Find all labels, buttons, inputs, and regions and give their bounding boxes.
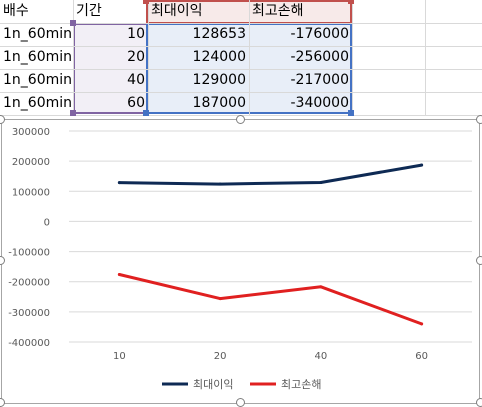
cell-max-profit[interactable]: 129000: [192, 72, 246, 88]
range-resize-handle[interactable]: [348, 110, 354, 116]
column-divider: [148, 0, 149, 116]
data-point: [420, 322, 424, 326]
cell-multiplier[interactable]: 1n_60min: [3, 72, 72, 88]
table-row: 1n_60min 10 128653 -176000: [0, 23, 482, 47]
y-tick-label: 300000: [12, 127, 50, 138]
y-tick-label: 0: [44, 217, 50, 228]
series-line-2: [117, 273, 424, 326]
cell-header-max-profit[interactable]: 최대이익: [151, 3, 203, 19]
cell-max-loss[interactable]: -176000: [290, 26, 350, 42]
chart-resize-handle[interactable]: [476, 115, 482, 124]
cell-period[interactable]: 40: [127, 72, 145, 88]
data-point: [319, 181, 323, 185]
x-tick-label: 60: [415, 351, 428, 362]
range-resize-handle[interactable]: [70, 110, 76, 116]
chart-resize-handle[interactable]: [0, 115, 5, 124]
range-resize-handle[interactable]: [143, 110, 149, 116]
x-tick-label: 40: [315, 351, 328, 362]
y-tick-label: -200000: [8, 278, 50, 289]
chart-resize-handle[interactable]: [0, 256, 5, 265]
y-tick-label: -300000: [8, 308, 50, 319]
cell-max-loss[interactable]: -256000: [290, 49, 350, 65]
cell-multiplier[interactable]: 1n_60min: [3, 26, 72, 42]
cell-max-profit[interactable]: 124000: [192, 49, 246, 65]
cell-multiplier[interactable]: 1n_60min: [3, 95, 72, 111]
chart-resize-handle[interactable]: [476, 398, 482, 407]
series-line-1: [117, 163, 424, 186]
chart-plot-svg: 300000 200000 100000 0 -100000 -200000 -300000…: [8, 127, 472, 391]
cell-period[interactable]: 10: [127, 26, 145, 42]
line-chart[interactable]: 300000 200000 100000 0 -100000 -200000 -300000…: [1, 119, 480, 404]
cell-header-period[interactable]: 기간: [76, 3, 102, 19]
cell-period[interactable]: 20: [127, 49, 145, 65]
range-resize-handle[interactable]: [348, 0, 354, 4]
y-tick-label: -100000: [8, 248, 50, 259]
legend-label: 최대이익: [193, 378, 233, 391]
x-tick-label: 20: [214, 351, 227, 362]
data-point: [117, 272, 121, 276]
cell-header-max-loss[interactable]: 최고손해: [252, 3, 304, 19]
legend-label: 최고손해: [281, 377, 321, 391]
cell-max-profit[interactable]: 128653: [192, 26, 246, 42]
data-point: [420, 163, 424, 167]
data-point: [218, 182, 222, 186]
range-resize-handle[interactable]: [70, 20, 76, 26]
chart-resize-handle[interactable]: [236, 115, 245, 124]
header-row: 배수 기간 최대이익 최고손해: [0, 0, 482, 24]
column-divider: [352, 0, 353, 116]
range-resize-handle[interactable]: [143, 0, 149, 4]
column-divider: [73, 0, 74, 116]
chart-resize-handle[interactable]: [236, 398, 245, 407]
data-point: [218, 297, 222, 301]
y-tick-label: 200000: [12, 157, 50, 168]
cell-max-profit[interactable]: 187000: [192, 95, 246, 111]
x-tick-label: 10: [113, 351, 126, 362]
table-row: 1n_60min 20 124000 -256000: [0, 46, 482, 70]
data-point: [319, 285, 323, 289]
chart-resize-handle[interactable]: [0, 398, 5, 407]
selection-range-period[interactable]: [73, 23, 148, 114]
cell-header-multiplier[interactable]: 배수: [3, 3, 29, 19]
spreadsheet-grid: 배수 기간 최대이익 최고손해 1n_60min 10 128653 -1760…: [0, 0, 482, 116]
cell-multiplier[interactable]: 1n_60min: [3, 49, 72, 65]
y-tick-label: 100000: [12, 187, 50, 198]
column-divider: [249, 0, 250, 116]
y-tick-label: -400000: [8, 338, 50, 349]
cell-period[interactable]: 60: [127, 95, 145, 111]
cell-max-loss[interactable]: -340000: [290, 95, 350, 111]
chart-resize-handle[interactable]: [476, 256, 482, 265]
column-divider: [425, 0, 426, 116]
table-row: 1n_60min 40 129000 -217000: [0, 69, 482, 93]
cell-max-loss[interactable]: -217000: [290, 72, 350, 88]
data-point: [117, 181, 121, 185]
